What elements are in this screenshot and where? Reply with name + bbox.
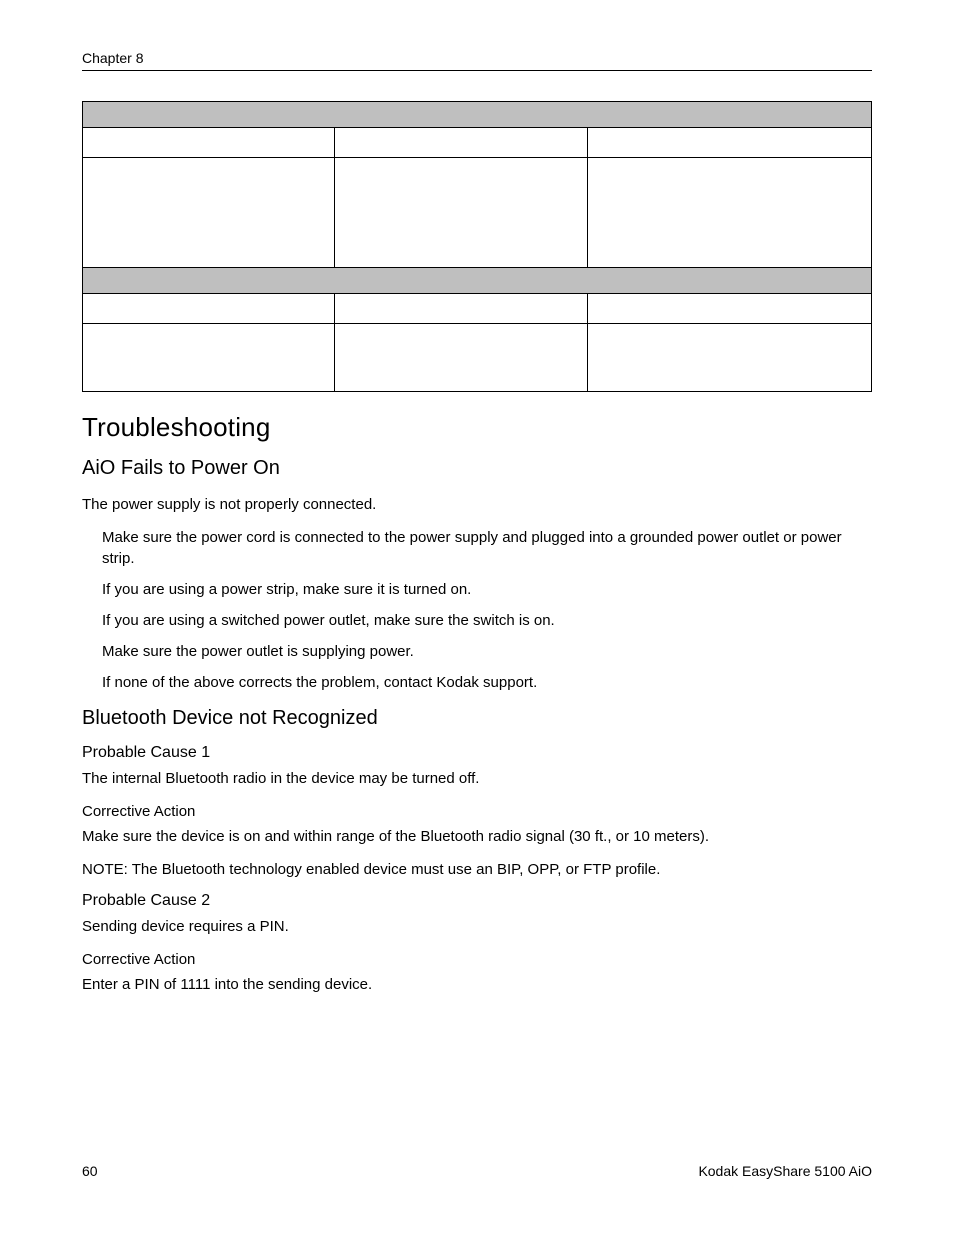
table-band-1 — [83, 102, 872, 128]
power-on-title: AiO Fails to Power On — [82, 457, 872, 480]
list-item: If none of the above corrects the proble… — [102, 672, 872, 693]
probable-cause-2-heading: Probable Cause 2 — [82, 892, 872, 910]
table-cell — [83, 294, 335, 324]
table-band-2 — [83, 268, 872, 294]
troubleshoot-table — [82, 101, 872, 392]
corrective-action-2-heading: Corrective Action — [82, 951, 872, 968]
troubleshooting-title: Troubleshooting — [82, 412, 872, 443]
table-cell — [587, 128, 871, 158]
probable-cause-1-heading: Probable Cause 1 — [82, 744, 872, 762]
bluetooth-title: Bluetooth Device not Recognized — [82, 707, 872, 730]
list-item: Make sure the power outlet is supplying … — [102, 641, 872, 662]
power-intro: The power supply is not properly connect… — [82, 494, 872, 515]
page-number: 60 — [82, 1163, 98, 1179]
document-title: Kodak EasyShare 5100 AiO — [698, 1163, 872, 1179]
page-footer: 60 Kodak EasyShare 5100 AiO — [82, 1163, 872, 1179]
table-row — [83, 128, 872, 158]
table-cell — [335, 324, 587, 392]
table-cell — [83, 128, 335, 158]
table-cell — [587, 324, 871, 392]
table-cell — [587, 158, 871, 268]
table-row — [83, 158, 872, 268]
list-item: Make sure the power cord is connected to… — [102, 527, 872, 569]
table-cell — [83, 324, 335, 392]
table-cell — [587, 294, 871, 324]
table-cell — [83, 158, 335, 268]
table-cell — [335, 128, 587, 158]
table-cell — [335, 158, 587, 268]
bluetooth-note: NOTE: The Bluetooth technology enabled d… — [82, 859, 872, 880]
corrective-action-1-text: Make sure the device is on and within ra… — [82, 826, 872, 847]
power-steps-list: Make sure the power cord is connected to… — [82, 527, 872, 693]
list-item: If you are using a switched power outlet… — [102, 610, 872, 631]
table-cell — [335, 294, 587, 324]
table-row — [83, 294, 872, 324]
chapter-header: Chapter 8 — [82, 50, 872, 71]
corrective-action-1-heading: Corrective Action — [82, 803, 872, 820]
probable-cause-2-text: Sending device requires a PIN. — [82, 916, 872, 937]
probable-cause-1-text: The internal Bluetooth radio in the devi… — [82, 768, 872, 789]
corrective-action-2-text: Enter a PIN of 1111 into the sending dev… — [82, 974, 872, 995]
table-row — [83, 324, 872, 392]
list-item: If you are using a power strip, make sur… — [102, 579, 872, 600]
